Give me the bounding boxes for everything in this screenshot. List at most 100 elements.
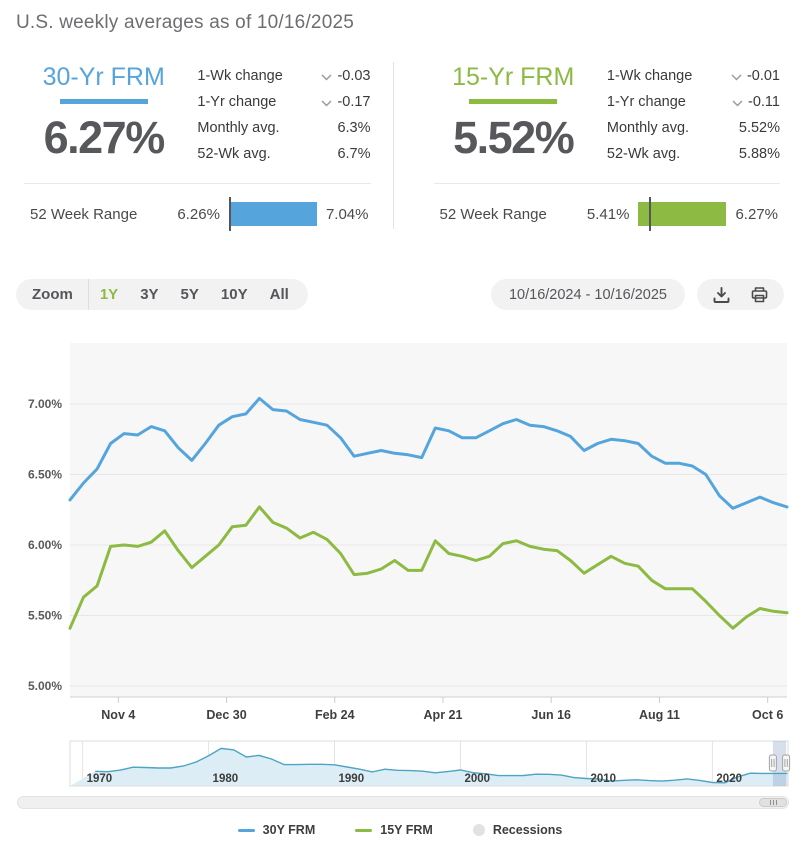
range-bar [228,197,317,231]
chevron-down-icon [321,73,332,81]
range-low-value: 6.26% [177,205,220,223]
legend-line-swatch [237,828,255,832]
series-line-15y-frm[interactable] [68,505,789,630]
rate-stats: 1-Wk change -0.01 1-Yr change -0.11 Mont… [607,62,780,167]
y-axis-label: 6.00% [28,538,62,552]
zoom-range-5y[interactable]: 5Y [170,286,210,303]
scrollbar-thumb[interactable] [759,798,787,807]
title-underline [59,99,148,104]
range-bar-fill [228,202,317,226]
stat-row: 52-Wk avg. 5.88% [607,141,780,167]
chevron-down-icon [731,73,742,81]
navigator-handle-left[interactable] [768,754,777,772]
zoom-range-10y[interactable]: 10Y [210,286,259,303]
stat-row: Monthly avg. 5.52% [607,115,780,141]
navigator-handle-right[interactable] [782,754,791,772]
stat-row: 1-Yr change -0.17 [197,89,370,115]
navigator-line [95,747,788,784]
navigator-area [70,748,788,786]
chart-toolbar: Zoom 1Y 3Y 5Y 10Y All 10/16/2024 - 10/16/202… [16,279,784,310]
stat-value: -0.17 [337,94,371,110]
rates-widget: U.S. weekly averages as of 10/16/2025 30… [0,0,800,310]
download-icon [713,286,730,303]
range-high-value: 7.04% [325,205,369,223]
plot-area[interactable] [70,343,787,697]
series-line-30y-frm[interactable] [68,396,789,510]
current-rate: 5.52% [453,112,575,163]
chevron-down-icon [321,99,332,107]
zoom-control: Zoom 1Y 3Y 5Y 10Y All [16,279,308,310]
x-axis-label: Feb 24 [315,708,355,722]
y-axis-label: 6.50% [28,468,62,482]
stat-value: -0.03 [337,68,371,84]
stat-row: Monthly avg. 6.3% [197,115,370,141]
history-navigator[interactable]: 1970 1980 1990 2000 2010 2020 [0,739,800,791]
stat-row: 52-Wk avg. 6.7% [197,141,370,167]
stat-value: 6.7% [337,146,371,162]
date-range-display[interactable]: 10/16/2024 - 10/16/2025 [490,279,685,310]
navigator-selected-window[interactable] [772,741,787,786]
range-bar [638,197,727,231]
current-rate: 6.27% [43,112,166,163]
rate-card-title: 15-Yr FRM [452,63,575,91]
legend-label: Recessions [492,823,563,837]
legend-label: 15Y FRM [380,823,433,837]
navigator-decade-label: 1980 [213,773,239,785]
navigator-scrollbar[interactable] [17,796,789,809]
download-button[interactable] [710,284,733,306]
legend-item-recessions[interactable]: Recessions [472,823,563,837]
x-axis-label: Apr 21 [424,708,463,722]
navigator-decade-label: 2010 [590,773,616,785]
zoom-range-all[interactable]: All [259,286,300,303]
rate-card-title: 30-Yr FRM [42,63,165,91]
stat-value: 5.88% [738,146,780,162]
legend-label: 30Y FRM [262,823,316,837]
print-button[interactable] [748,284,771,306]
card-divider [433,183,780,184]
current-rate-marker [648,197,651,231]
legend-circle-swatch [472,824,485,836]
y-axis-label: 5.50% [28,609,62,623]
rate-stats: 1-Wk change -0.03 1-Yr change -0.17 Mont… [197,62,370,167]
x-axis-label: Dec 30 [206,708,246,722]
x-axis-label: Aug 11 [639,708,680,722]
x-axis-label: Jun 16 [531,708,571,722]
card-divider [24,183,371,184]
stat-label: Monthly avg. [606,120,690,136]
stat-label: 1-Yr change [197,94,277,110]
zoom-ranges: 1Y 3Y 5Y 10Y All [89,286,300,303]
title-underline [469,99,558,104]
navigator-decade-label: 1990 [339,773,365,785]
rate-cards: 30-Yr FRM 6.27% 1-Wk change -0.03 1-Yr c… [16,62,784,231]
stat-value: 6.3% [337,120,371,136]
week-range-row: 52 Week Range 5.41% 6.27% [434,197,781,231]
week-range-label: 52 Week Range [30,205,138,223]
range-high-value: 6.27% [735,205,778,223]
stat-label: 52-Wk avg. [197,146,271,162]
chart-actions [697,279,784,310]
stat-row: 1-Wk change -0.03 [197,63,370,89]
zoom-range-3y[interactable]: 3Y [129,286,169,303]
zoom-range-1y[interactable]: 1Y [89,286,129,303]
stat-label: Monthly avg. [197,120,280,136]
y-axis-label: 7.00% [28,397,62,411]
x-axis-label: Nov 4 [101,708,135,722]
week-range-label: 52 Week Range [439,205,547,223]
range-low-value: 5.41% [586,205,630,223]
legend-item-30y-frm[interactable]: 30Y FRM [237,823,316,837]
rates-line-chart[interactable]: 7.00% 6.50% 6.00% 5.50% 5.00% Nov 4 Dec 30 Feb … [0,337,800,729]
legend-item-15y-frm[interactable]: 15Y FRM [355,823,433,837]
navigator-decade-label: 1970 [87,773,113,785]
week-range-row: 52 Week Range 6.26% 7.04% [24,197,371,231]
range-bar-fill [638,202,727,226]
legend-line-swatch [355,828,373,832]
printer-icon [751,286,768,302]
navigator-decade-label: 2020 [716,773,742,785]
stat-label: 52-Wk avg. [606,146,681,162]
rate-card-30yr: 30-Yr FRM 6.27% 1-Wk change -0.03 1-Yr c… [16,62,375,231]
chevron-down-icon [732,99,743,107]
stat-label: 1-Wk change [606,68,693,84]
stat-value: -0.11 [748,94,780,110]
zoom-divider [87,279,89,310]
stat-label: 1-Wk change [197,68,283,84]
